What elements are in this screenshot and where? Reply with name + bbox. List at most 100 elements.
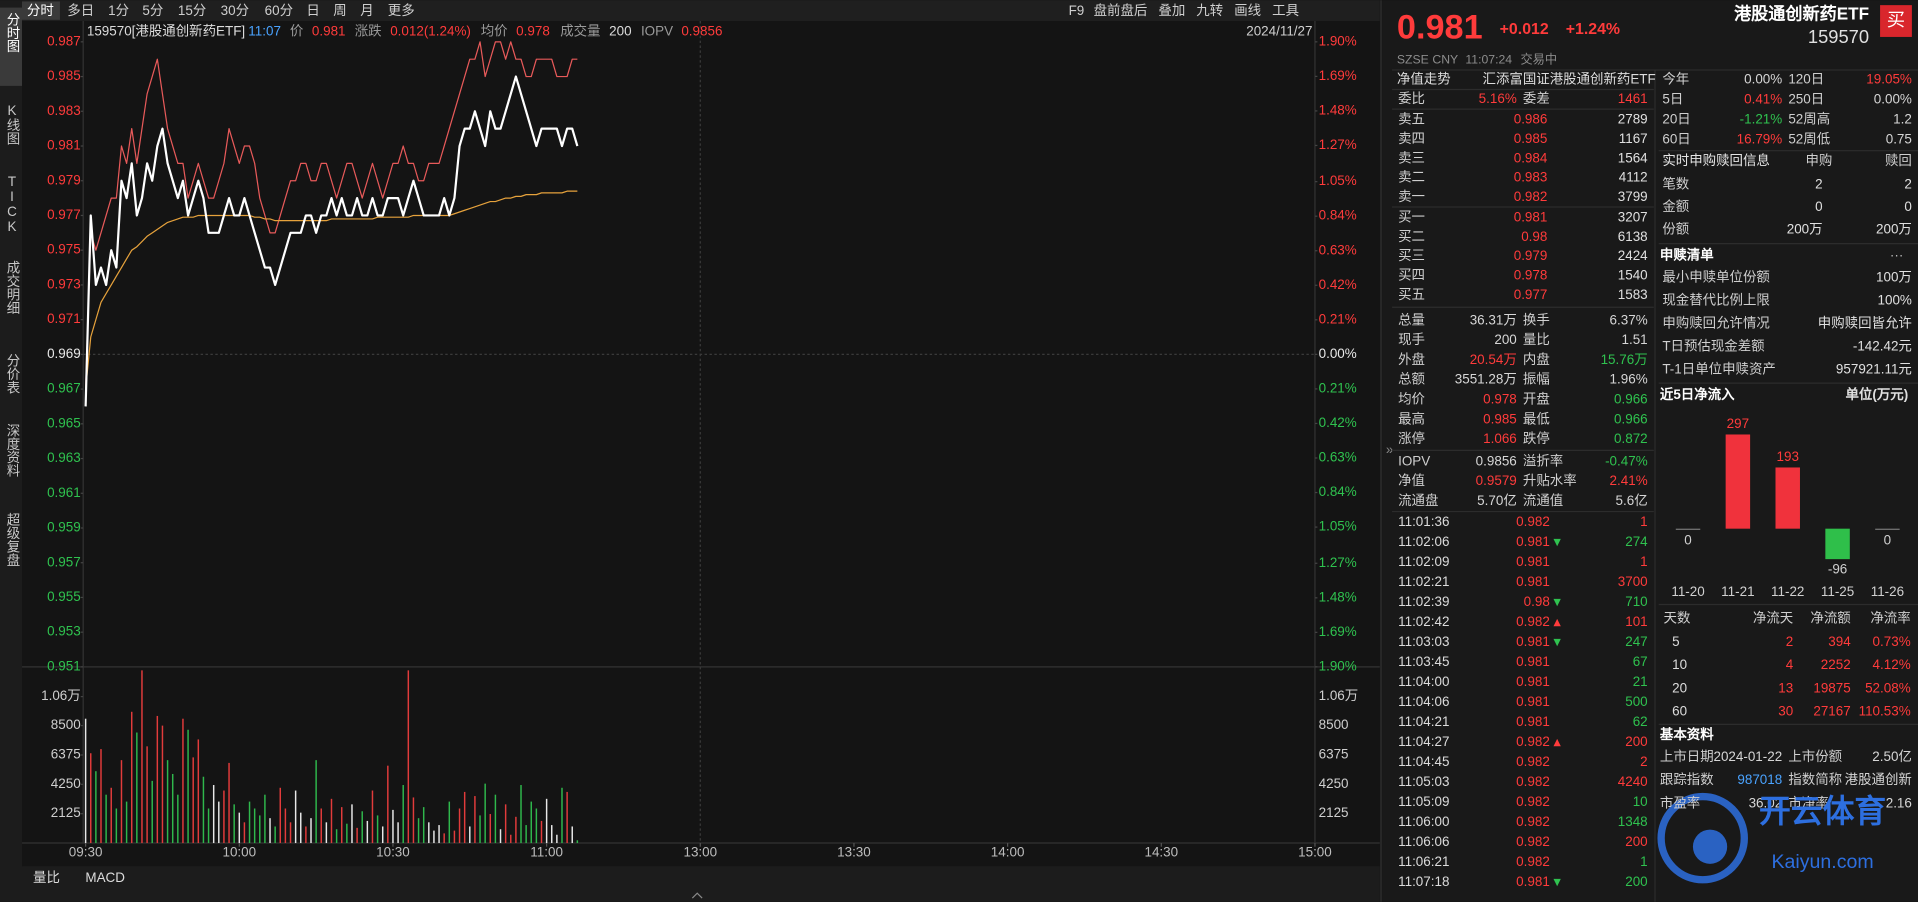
code-name: 159570[港股通创新药ETF] <box>87 24 245 39</box>
volume-bar <box>294 790 297 844</box>
stat-label: 均价 <box>1398 392 1425 407</box>
stat-label: 52周低 <box>1788 131 1830 146</box>
table-cell: 4 <box>1786 657 1794 672</box>
side-tab[interactable]: K线图 <box>4 103 20 145</box>
row-value: 0 <box>1815 199 1822 214</box>
more-button[interactable]: ··· <box>1890 247 1903 262</box>
side-tab[interactable]: 深度资料 <box>4 423 20 477</box>
tool-button[interactable]: 九转 <box>1196 3 1223 18</box>
side-tab[interactable]: TICK <box>4 174 19 234</box>
change-pct: +1.24% <box>1566 21 1620 38</box>
x-tick-label: 14:30 <box>1144 844 1178 859</box>
tool-button[interactable]: 叠加 <box>1158 3 1185 18</box>
row-value: 200万 <box>1787 222 1823 237</box>
y2-tick-label: 0.63% <box>1319 450 1357 465</box>
row-value: 0 <box>1904 199 1911 214</box>
period-button[interactable]: 多日 <box>67 2 94 18</box>
volume-bar <box>315 760 317 844</box>
volume-bar <box>177 794 179 844</box>
side-tab[interactable]: 成交明细 <box>4 261 20 315</box>
trade-price: 0.982 <box>1516 854 1550 869</box>
stat-value: 0.00% <box>1874 91 1912 106</box>
side-tab[interactable]: 超级复盘 <box>4 513 20 567</box>
book-level: 买二 <box>1398 229 1425 244</box>
trade-time: 11:06:21 <box>1398 854 1449 869</box>
trade-volume: 710 <box>1625 594 1647 609</box>
trade-volume: 247 <box>1625 634 1647 649</box>
volume-tick-label-right: 1.06万 <box>1319 688 1359 703</box>
volume-bar <box>407 670 410 844</box>
y-tick-label: 0.953 <box>47 624 81 639</box>
bottom-tab[interactable]: MACD <box>85 870 125 885</box>
row-label: 最小申赎单位份额 <box>1662 269 1770 284</box>
book-volume: 4112 <box>1619 170 1648 185</box>
trade-price: 0.981 <box>1516 534 1550 549</box>
tool-button[interactable]: F9 <box>1069 3 1085 18</box>
expand-arrow[interactable] <box>691 892 703 899</box>
volume-bar <box>253 808 256 844</box>
volume-bar <box>264 794 266 844</box>
stat-label: 市净率 <box>1788 794 1828 810</box>
trade-volume: 1 <box>1640 554 1647 569</box>
side-tab[interactable]: 分价表 <box>4 354 20 395</box>
period-button[interactable]: 分时 <box>27 3 54 18</box>
y2-tick-label: 1.05% <box>1319 173 1357 188</box>
volume-bar <box>84 718 87 844</box>
book-level: 买四 <box>1398 268 1425 283</box>
period-button[interactable]: 日 <box>306 3 319 18</box>
tool-button[interactable]: 盘前盘后 <box>1094 2 1148 18</box>
volume-bar <box>269 818 271 844</box>
period-button[interactable]: 更多 <box>388 2 415 18</box>
volume-tick-label: 6375 <box>51 747 81 762</box>
volume-bar <box>556 834 558 844</box>
stat-label: 开盘 <box>1523 391 1550 407</box>
book-level: 卖二 <box>1398 170 1425 185</box>
volume-bar <box>576 840 579 844</box>
volume-bar <box>90 753 92 844</box>
price-line <box>84 75 579 407</box>
inflow-bar <box>1825 528 1850 560</box>
volume-bar <box>110 787 112 844</box>
period-button[interactable]: 1分 <box>108 3 129 18</box>
bottom-tab[interactable]: 量比 <box>33 870 60 885</box>
table-cell: 27167 <box>1813 704 1850 719</box>
volume-bar <box>325 822 328 844</box>
trade-price: 0.981 <box>1516 674 1550 689</box>
volume-tick-label-right: 2125 <box>1319 805 1349 820</box>
stat-value: 20.54万 <box>1470 352 1517 367</box>
stat-label: 换手 <box>1523 312 1550 327</box>
volume-tick-label: 8500 <box>51 717 81 732</box>
status: 交易中 <box>1520 51 1557 66</box>
buy-label[interactable]: 买 <box>1887 9 1905 30</box>
trade-volume: 274 <box>1625 534 1648 549</box>
volume-bar <box>300 812 302 844</box>
side-tab[interactable]: 分时图 <box>4 12 20 53</box>
volume-bar <box>228 762 230 844</box>
buy-button[interactable] <box>1880 5 1912 37</box>
y-tick-label: 0.981 <box>47 138 81 153</box>
volume-bar <box>212 785 215 844</box>
book-volume: 1583 <box>1618 287 1648 302</box>
period-button[interactable]: 周 <box>333 3 346 18</box>
book-volume: 1564 <box>1618 150 1648 165</box>
side-tab-active-bg <box>0 7 23 86</box>
x-tick-label: 10:30 <box>376 844 410 859</box>
trade-volume: 4240 <box>1618 774 1648 789</box>
y-tick-label: 0.961 <box>47 485 81 500</box>
period-button[interactable]: 5分 <box>142 3 163 18</box>
collapse-arrow[interactable]: » <box>1386 442 1393 457</box>
period-button[interactable]: 30分 <box>221 3 249 18</box>
volume-bar <box>310 818 312 844</box>
y-tick-label: 0.987 <box>47 33 81 48</box>
volume-bar <box>330 798 333 844</box>
tool-button[interactable]: 工具 <box>1272 3 1299 18</box>
tool-button[interactable]: 画线 <box>1234 3 1261 18</box>
period-button[interactable]: 60分 <box>265 3 293 18</box>
y-tick-label: 0.951 <box>47 658 81 673</box>
period-button[interactable]: 15分 <box>178 3 206 18</box>
stat-value: 0.872 <box>1614 431 1648 446</box>
volume-bar <box>530 801 532 844</box>
y2-tick-label: 1.90% <box>1319 33 1357 48</box>
period-button[interactable]: 月 <box>360 3 373 18</box>
volume-bar <box>453 830 456 844</box>
